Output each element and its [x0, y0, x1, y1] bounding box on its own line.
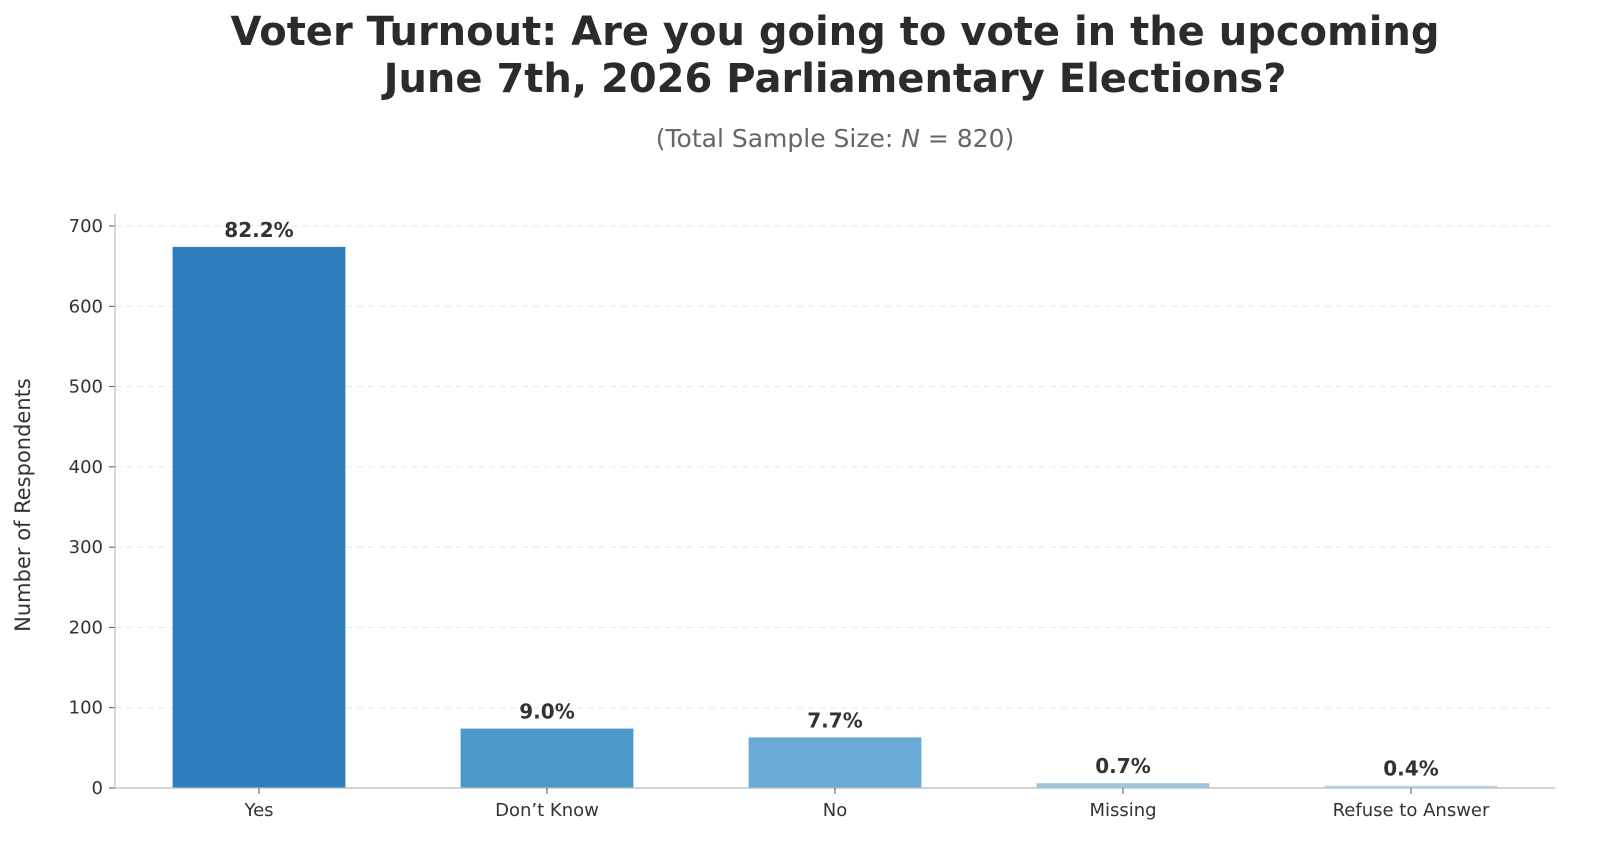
bar-yes [172, 246, 346, 788]
bar-value-label: 82.2% [224, 218, 293, 242]
subtitle-equals: = [920, 124, 957, 153]
x-tick-label: Refuse to Answer [1333, 800, 1490, 821]
x-tick-label: Yes [243, 800, 273, 821]
chart-title-line-2: June 7th, 2026 Parliamentary Elections? [381, 56, 1287, 102]
y-tick-label: 500 [69, 377, 103, 398]
x-tick-label: No [823, 800, 847, 821]
bar-no [748, 737, 922, 788]
bar-don-t-know [460, 728, 634, 788]
y-axis-label: Number of Respondents [11, 378, 35, 632]
axes-layer: 0 100 200 300 400 500 600 700 Yes Don’t Know No Mis… [69, 214, 1555, 821]
bars-layer: 82.2% 9.0% 7.7% 0.7% 0.4% [172, 218, 1498, 788]
y-tick-label: 100 [69, 698, 103, 719]
x-tick-label: Missing [1089, 800, 1156, 821]
x-tick-label: Don’t Know [495, 800, 599, 821]
subtitle-n-value: 820 [957, 124, 1005, 153]
bar-value-label: 7.7% [807, 708, 862, 732]
subtitle-n-symbol: N [901, 124, 920, 153]
bar-refuse-to-answer [1324, 785, 1498, 788]
y-tick-label: 0 [92, 778, 103, 799]
bar-value-label: 0.4% [1383, 757, 1438, 781]
grid-layer [115, 225, 1555, 709]
y-tick-label: 200 [69, 617, 103, 638]
chart-subtitle: (Total Sample Size: N = 820) [656, 124, 1015, 153]
bar-value-label: 0.7% [1095, 754, 1150, 778]
y-tick-label: 400 [69, 457, 103, 478]
subtitle-prefix: (Total Sample Size: [656, 124, 901, 153]
y-tick-label: 300 [69, 537, 103, 558]
chart-title-line-1: Voter Turnout: Are you going to vote in … [230, 9, 1439, 55]
y-tick-label: 600 [69, 296, 103, 317]
bar-value-label: 9.0% [519, 700, 574, 724]
bar-missing [1036, 783, 1210, 788]
y-tick-label: 700 [69, 216, 103, 237]
subtitle-suffix: ) [1004, 124, 1014, 153]
